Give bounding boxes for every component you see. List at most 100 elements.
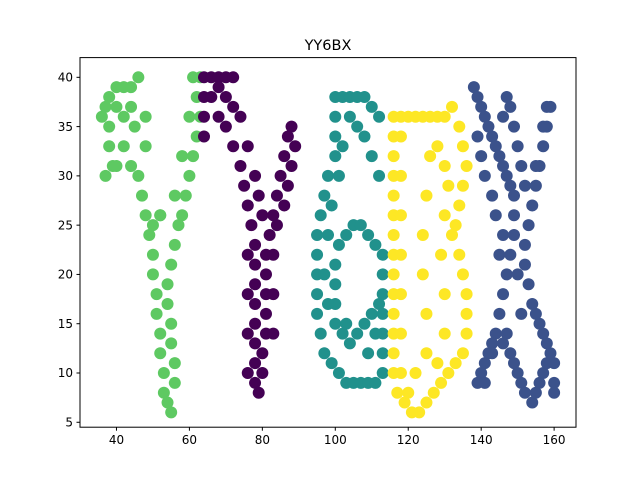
scatter-point-0-53 (117, 110, 130, 123)
scatter-point-2-55 (336, 140, 349, 153)
scatter-point-3-65 (431, 357, 444, 370)
scatter-point-0-19 (146, 268, 159, 281)
scatter-point-1-58 (267, 327, 280, 340)
scatter-point-2-21 (332, 366, 345, 379)
scatter-point-0-28 (168, 376, 181, 389)
scatter-point-4-74 (475, 150, 488, 163)
y-tick-label: 20 (58, 268, 73, 282)
x-axis-ticks: 40 60 80 100 120 140 160 (109, 427, 566, 447)
scatter-point-4-54 (537, 140, 550, 153)
scatter-point-0-0 (95, 110, 108, 123)
scatter-point-0-50 (146, 219, 159, 232)
scatter-point-4-75 (471, 130, 484, 143)
scatter-point-2-13 (311, 229, 324, 242)
scatter-point-1-56 (267, 248, 280, 261)
scatter-point-1-17 (249, 258, 262, 271)
scatter-point-1-55 (241, 366, 254, 379)
scatter-point-4-67 (511, 268, 524, 281)
scatter-point-0-54 (110, 100, 123, 113)
scatter-point-0-21 (150, 307, 163, 320)
scatter-point-0-7 (103, 120, 116, 133)
scatter-point-4-27 (500, 327, 513, 340)
y-tick-label: 25 (58, 218, 73, 232)
scatter-point-0-8 (103, 140, 116, 153)
scatter-point-4-17 (493, 307, 506, 320)
scatter-point-3-49 (394, 327, 407, 340)
scatter-point-4-62 (511, 140, 524, 153)
scatter-point-1-54 (241, 327, 254, 340)
scatter-point-4-72 (486, 189, 499, 202)
scatter-point-1-32 (263, 229, 276, 242)
scatter-point-3-50 (394, 366, 407, 379)
scatter-point-3-60 (442, 179, 455, 192)
scatter-point-1-50 (219, 91, 232, 104)
scatter-point-1-37 (281, 130, 294, 143)
scatter-point-4-30 (511, 366, 524, 379)
scatter-point-1-22 (249, 357, 262, 370)
scatter-point-1-8 (205, 91, 218, 104)
scatter-point-1-49 (227, 100, 240, 113)
scatter-point-0-33 (161, 278, 174, 291)
scatter-point-3-55 (416, 229, 429, 242)
scatter-point-4-32 (518, 386, 531, 399)
scatter-point-0-15 (136, 189, 148, 202)
scatter-point-4-64 (504, 100, 517, 113)
scatter-point-0-56 (139, 110, 152, 123)
scatter-point-2-52 (358, 130, 371, 143)
x-tick-label: 120 (397, 433, 420, 447)
scatter-points (95, 71, 561, 419)
scatter-point-0-30 (165, 337, 178, 350)
scatter-point-4-71 (489, 209, 502, 222)
scatter-point-2-12 (314, 209, 327, 222)
scatter-point-0-25 (157, 386, 170, 399)
scatter-point-2-8 (329, 130, 342, 143)
scatter-point-1-28 (260, 307, 272, 320)
x-tick-label: 60 (182, 433, 197, 447)
scatter-point-4-40 (548, 376, 561, 389)
scatter-point-2-9 (329, 150, 342, 163)
scatter-point-4-18 (489, 327, 502, 340)
scatter-point-4-7 (493, 150, 506, 163)
scatter-point-3-32 (387, 347, 400, 360)
scatter-point-0-57 (154, 209, 167, 222)
scatter-point-0-29 (168, 357, 181, 370)
scatter-point-0-36 (172, 219, 185, 232)
chart-title: YY6BX (304, 38, 352, 54)
scatter-point-1-35 (274, 169, 287, 182)
scatter-point-3-26 (420, 396, 433, 409)
scatter-point-0-32 (161, 298, 174, 310)
scatter-point-1-51 (212, 81, 225, 94)
scatter-point-3-52 (420, 347, 433, 360)
scatter-point-1-14 (241, 199, 254, 212)
scatter-point-3-10 (456, 140, 469, 153)
scatter-point-3-8 (446, 100, 458, 113)
scatter-point-1-26 (256, 347, 269, 360)
scatter-point-2-10 (322, 169, 334, 182)
scatter-point-4-73 (478, 169, 491, 182)
scatter-point-4-44 (533, 317, 546, 330)
scatter-point-2-18 (314, 327, 327, 340)
scatter-point-3-61 (438, 209, 451, 222)
scatter-point-1-42 (278, 199, 291, 212)
scatter-point-4-16 (497, 288, 510, 301)
scatter-point-1-9 (212, 110, 225, 123)
scatter-point-4-57 (540, 100, 553, 113)
scatter-point-2-33 (358, 317, 371, 330)
scatter-point-1-25 (256, 366, 269, 379)
scatter-point-3-22 (449, 357, 462, 370)
scatter-point-0-2 (103, 91, 116, 104)
scatter-point-2-20 (325, 357, 338, 370)
scatter-point-1-48 (234, 110, 247, 123)
scatter-point-1-34 (270, 189, 283, 202)
scatter-point-2-7 (329, 110, 342, 123)
scatter-point-1-38 (285, 120, 298, 133)
scatter-point-4-38 (544, 347, 557, 360)
scatter-point-2-37 (329, 317, 342, 330)
scatter-point-3-48 (394, 288, 407, 301)
scatter-point-3-18 (460, 288, 473, 301)
scatter-point-1-13 (238, 179, 251, 192)
scatter-point-2-16 (311, 288, 324, 301)
scatter-point-1-52 (241, 248, 254, 261)
scatter-point-3-9 (453, 120, 466, 133)
scatter-point-3-11 (460, 160, 473, 173)
